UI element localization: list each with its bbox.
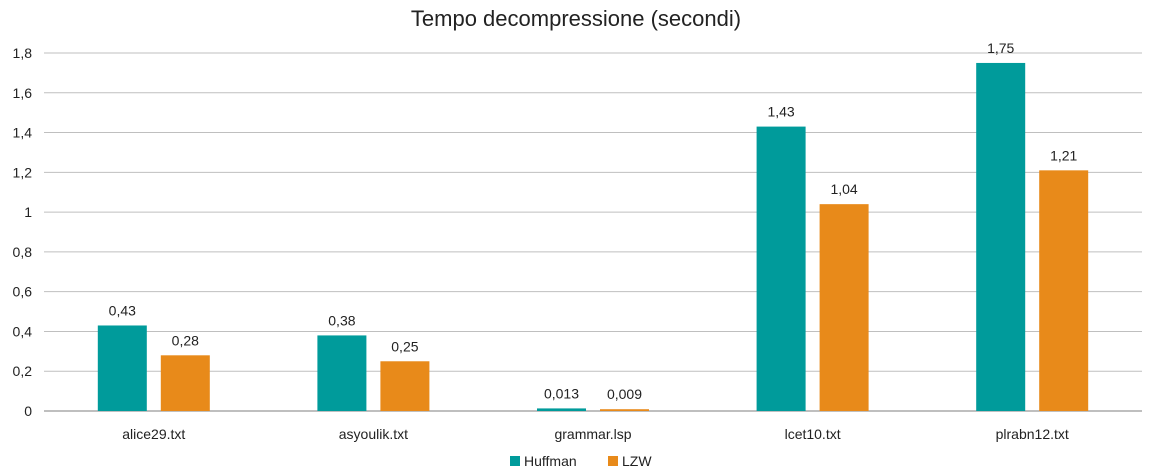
y-tick-label: 0,8 [13,244,33,260]
legend-swatch-lzw [608,456,618,466]
y-tick-label: 0 [24,403,32,419]
bar-huffman-3 [756,126,806,411]
y-tick-label: 0,4 [13,323,33,339]
data-labels: 0,43 0,28 0,38 0,25 0,013 0,009 1,43 1,04 1,75 1,… [109,40,1078,402]
x-category-label: grammar.lsp [554,426,631,442]
x-category-label: alice29.txt [122,426,185,442]
bars [97,62,1089,411]
y-axis-ticks: 0 0,2 0,4 0,6 0,8 1 1,2 1,4 1,6 1,8 [13,45,33,419]
y-tick-label: 1,4 [13,125,33,141]
y-tick-label: 1,2 [13,164,33,180]
data-label: 1,21 [1050,147,1077,163]
y-tick-label: 1 [24,204,32,220]
data-label: 1,43 [767,104,794,120]
x-category-label: lcet10.txt [785,426,841,442]
bar-huffman-1 [317,335,367,411]
legend-label-lzw: LZW [622,453,652,469]
legend: Huffman LZW [510,453,652,469]
bar-lzw-2 [600,409,649,411]
bar-lzw-1 [380,361,430,411]
y-tick-label: 1,8 [13,45,33,61]
data-label: 0,28 [172,332,199,348]
data-label: 0,38 [328,312,355,328]
y-tick-label: 0,6 [13,284,33,300]
grid-lines [44,52,1142,412]
chart-title: Tempo decompressione (secondi) [411,6,741,31]
x-axis-categories: alice29.txt asyoulik.txt grammar.lsp lcet10… [122,426,1069,442]
bar-huffman-0 [97,325,147,411]
bar-lzw-4 [1039,170,1089,411]
bar-lzw-3 [819,204,869,411]
legend-swatch-huffman [510,456,520,466]
data-label: 1,04 [830,181,857,197]
bar-huffman-2 [537,408,586,411]
bar-huffman-4 [976,62,1026,411]
data-label: 0,009 [607,386,642,402]
bar-lzw-0 [160,355,210,411]
data-label: 0,25 [391,338,418,354]
y-tick-label: 0,2 [13,363,33,379]
x-category-label: asyoulik.txt [339,426,408,442]
data-label: 1,75 [987,40,1014,56]
x-category-label: plrabn12.txt [996,426,1069,442]
y-tick-label: 1,6 [13,85,33,101]
data-label: 0,43 [109,302,136,318]
legend-label-huffman: Huffman [524,453,577,469]
data-label: 0,013 [544,385,579,401]
